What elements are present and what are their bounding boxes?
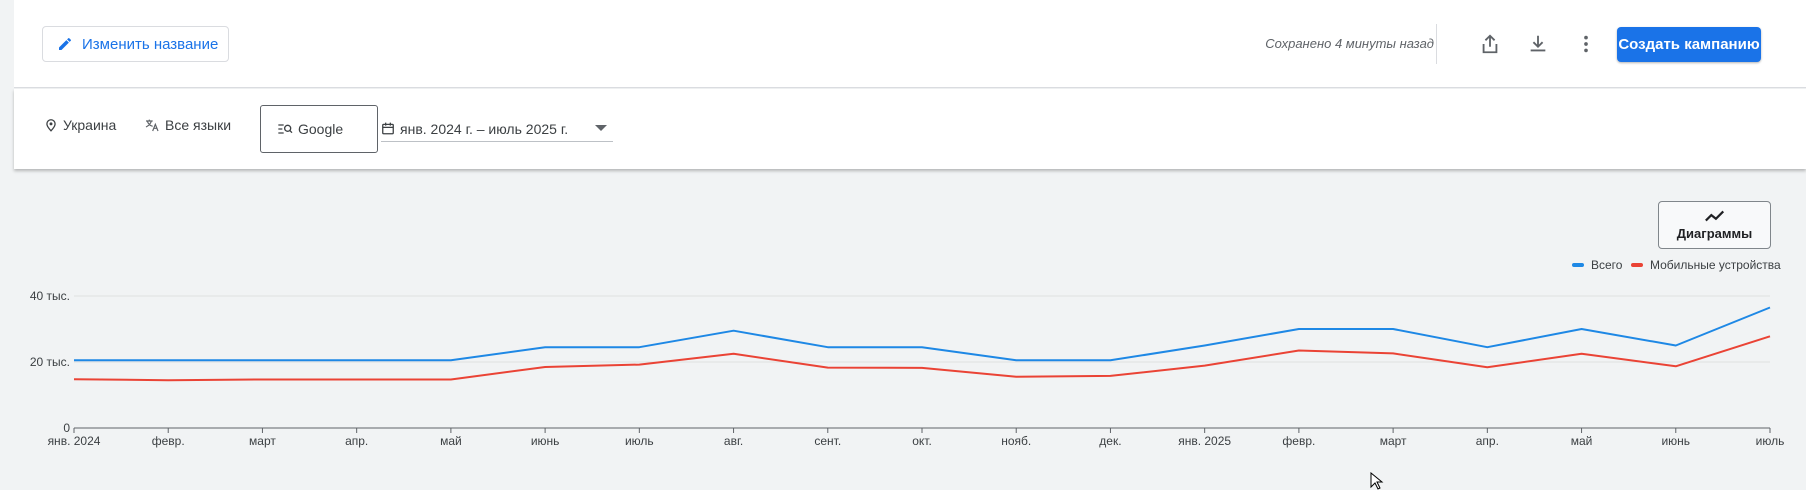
x-tick-label: сент.: [814, 434, 841, 448]
x-tick-label: авг.: [724, 434, 743, 448]
x-tick-label: янв. 2025: [1178, 434, 1231, 448]
download-icon: [1530, 35, 1546, 52]
chevron-down-icon: [595, 125, 607, 131]
series-line-total: [74, 306, 1771, 362]
saved-status: Сохранено 4 минуты назад: [1265, 36, 1434, 51]
charts-button[interactable]: Диаграммы: [1658, 201, 1771, 249]
x-tick-label: май: [1571, 434, 1593, 448]
y-tick-label: 0: [63, 421, 70, 435]
location-pin-icon: [46, 119, 56, 132]
top-toolbar: Изменить название Сохранено 4 минуты наз…: [14, 0, 1806, 88]
x-tick-label: июль: [1756, 434, 1785, 448]
x-tick-label: июль: [625, 434, 654, 448]
rename-button-label: Изменить название: [82, 35, 219, 53]
x-tick-label: март: [1380, 434, 1407, 448]
x-tick-label: окт.: [912, 434, 932, 448]
legend-item-total[interactable]: Всего: [1572, 258, 1622, 272]
location-filter[interactable]: Украина: [44, 117, 116, 133]
date-range-select[interactable]: янв. 2024 г. – июль 2025 г.: [381, 116, 613, 142]
left-edge-strip: [0, 0, 14, 490]
x-tick-label: март: [249, 434, 276, 448]
x-tick-label: апр.: [345, 434, 368, 448]
calendar-icon: [382, 122, 394, 135]
language-label: Все языки: [165, 117, 232, 133]
create-campaign-button[interactable]: Создать кампанию: [1617, 27, 1761, 62]
series-line-mobile: [73, 335, 1771, 382]
network-filter[interactable]: Google: [260, 105, 378, 153]
legend-swatch-mobile: [1631, 263, 1643, 267]
location-label: Украина: [63, 117, 117, 133]
legend-label-mobile: Мобильные устройства: [1650, 258, 1781, 272]
more-vert-icon: [1584, 35, 1588, 53]
share-icon: [1482, 34, 1498, 54]
rename-button[interactable]: Изменить название: [42, 26, 229, 62]
filter-bar: Украина Все языки Google янв. 2024 г. – …: [14, 89, 1806, 169]
y-tick-label: 20 тыс.: [30, 355, 70, 369]
translate-icon: [145, 119, 159, 132]
trend-line-icon: [1704, 210, 1724, 222]
x-tick-label: апр.: [1476, 434, 1499, 448]
more-options-button[interactable]: [1570, 28, 1602, 60]
x-tick-label: нояб.: [1001, 434, 1031, 448]
x-tick-label: май: [440, 434, 462, 448]
pencil-icon: [59, 37, 72, 50]
download-button[interactable]: [1522, 28, 1554, 60]
network-label: Google: [298, 121, 344, 137]
legend-swatch-total: [1572, 263, 1584, 267]
charts-button-label: Диаграммы: [1676, 226, 1753, 241]
share-button[interactable]: [1474, 28, 1506, 60]
x-tick-label: февр.: [1282, 434, 1315, 448]
x-tick-label: дек.: [1099, 434, 1121, 448]
x-tick-label: февр.: [152, 434, 185, 448]
language-filter[interactable]: Все языки: [144, 117, 231, 133]
x-tick-label: июнь: [1661, 434, 1690, 448]
mouse-cursor-icon: [1370, 472, 1384, 490]
x-tick-label: янв. 2024: [48, 434, 101, 448]
y-tick-label: 40 тыс.: [30, 289, 70, 303]
trend-chart: 0 20 тыс. 40 тыс. янв. 2024 февр. март апр. май…: [30, 289, 1785, 448]
legend-label-total: Всего: [1591, 258, 1623, 272]
toolbar-divider: [1436, 24, 1437, 64]
legend-item-mobile[interactable]: Мобильные устройства: [1631, 258, 1781, 272]
search-network-icon: [278, 124, 293, 134]
x-tick-label: июнь: [531, 434, 560, 448]
date-range-label: янв. 2024 г. – июль 2025 г.: [400, 120, 569, 137]
